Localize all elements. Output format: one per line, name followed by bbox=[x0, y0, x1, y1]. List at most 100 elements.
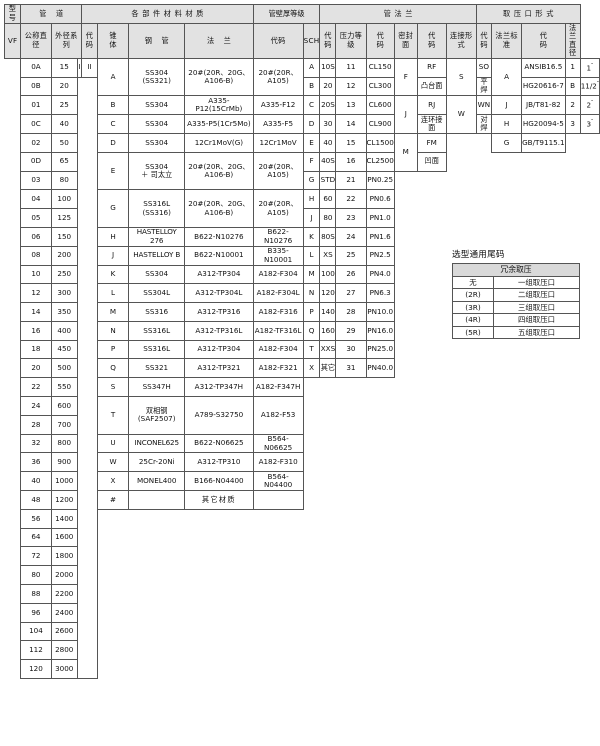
legend-desc: 二组取压口 bbox=[493, 288, 580, 302]
pipe-code: 96 bbox=[20, 602, 52, 623]
sealing-face-empty bbox=[417, 397, 446, 416]
pipe-nominal-diameter: 2200 bbox=[50, 584, 78, 604]
wall-sch-empty bbox=[320, 603, 336, 622]
flange-dia-size-empty bbox=[580, 491, 599, 510]
sealing-face-value: FM bbox=[416, 132, 447, 153]
pressure-class-value: CL1500 bbox=[365, 132, 395, 153]
material-steel-pipe: A312-TP347H bbox=[184, 377, 254, 398]
connection-code-empty bbox=[446, 434, 476, 453]
material-steel-pipe: A312-TP321 bbox=[184, 358, 254, 379]
pressure-class-value: PN1.6 bbox=[365, 226, 395, 247]
pipe-nominal-diameter: 40 bbox=[50, 114, 78, 134]
wall-class-code: A bbox=[302, 57, 321, 78]
material-cone: SS316L (SS316) bbox=[128, 189, 186, 228]
material-flange: A335-F5 bbox=[252, 114, 304, 134]
table-row: 22 550 S SS347H A312-TP347H A182-F347H bbox=[5, 377, 600, 398]
flange-dia-code-empty bbox=[565, 660, 580, 679]
material-steel-pipe: 20#(20R、20G、 A106-B) bbox=[184, 151, 254, 191]
header-sealing-code: 代码 bbox=[365, 22, 395, 59]
pressure-class-value: PN0.6 bbox=[365, 189, 395, 210]
connection-code-empty bbox=[446, 152, 476, 171]
wall-code-empty bbox=[303, 622, 320, 641]
pressure-code-empty bbox=[336, 641, 366, 660]
pressure-code-empty bbox=[336, 528, 366, 547]
pipe-code: 0A bbox=[20, 57, 52, 78]
pressure-class-value: CL300 bbox=[365, 76, 395, 97]
material-flange-empty bbox=[253, 641, 303, 660]
table-row: 36 900 W 25Cr-20Ni A312-TP310 A182-F310 bbox=[5, 452, 600, 473]
material-steel-pipe: A312-TP304 bbox=[184, 339, 254, 360]
table-row: 32 800 U INCONEL625 B622-N06625 B564-N06625 bbox=[5, 433, 600, 454]
pipe-nominal-diameter: 700 bbox=[50, 414, 78, 435]
material-code-empty bbox=[97, 641, 128, 660]
material-cone: SS304 bbox=[128, 95, 186, 116]
pipe-nominal-diameter: 1000 bbox=[50, 471, 78, 492]
pipe-nominal-diameter: 2400 bbox=[50, 602, 78, 623]
pressure-code: 30 bbox=[335, 339, 367, 360]
material-cone bbox=[128, 490, 186, 510]
sealing-face-empty bbox=[417, 303, 446, 322]
connection-type-empty bbox=[476, 453, 491, 472]
header-pipe: 管 道 bbox=[20, 4, 83, 24]
material-flange: A182-F316 bbox=[252, 302, 304, 322]
wall-sch-empty bbox=[320, 472, 336, 491]
material-code: M bbox=[96, 302, 130, 322]
tap-code-empty bbox=[492, 472, 522, 491]
pipe-nominal-diameter: 1800 bbox=[50, 546, 78, 567]
flange-standard-empty bbox=[522, 622, 565, 641]
connection-code-empty bbox=[446, 547, 476, 566]
pressure-code: 24 bbox=[335, 226, 367, 247]
material-flange: A182-F304L bbox=[252, 283, 304, 304]
sealing-code-empty bbox=[394, 585, 417, 604]
material-pipe-empty bbox=[185, 660, 253, 679]
wall-class-code: K bbox=[302, 226, 321, 247]
od-series-area bbox=[76, 76, 98, 680]
pressure-code-empty bbox=[336, 378, 366, 397]
sealing-face-empty bbox=[417, 641, 446, 660]
pipe-code: 40 bbox=[20, 471, 52, 492]
wall-class-sch: 80S bbox=[319, 226, 337, 247]
material-code: G bbox=[96, 189, 130, 228]
connection-type-value: WN bbox=[475, 95, 493, 116]
header-flange-material: 法 兰 bbox=[184, 22, 254, 59]
table-row: 03 80 G STD 21 PN0.25 bbox=[5, 170, 600, 191]
pressure-code-empty bbox=[336, 509, 366, 528]
tap-code: J bbox=[491, 95, 523, 116]
pressure-class-value: PN40.0 bbox=[365, 358, 395, 379]
sealing-code-empty bbox=[394, 284, 417, 303]
pressure-value-empty bbox=[366, 603, 394, 622]
sealing-face-empty bbox=[417, 359, 446, 378]
pipe-nominal-diameter: 500 bbox=[50, 358, 78, 379]
connection-type-value: 对焊 bbox=[475, 114, 493, 134]
sealing-face-empty bbox=[417, 528, 446, 547]
flange-dia-code-empty bbox=[565, 227, 580, 246]
tap-code-empty bbox=[492, 660, 522, 679]
pressure-class-value: PN6.3 bbox=[365, 283, 395, 304]
material-flange: B335-N10001 bbox=[252, 245, 304, 266]
pressure-code: 28 bbox=[335, 302, 367, 322]
pipe-nominal-diameter: 25 bbox=[50, 95, 78, 116]
wall-code-empty bbox=[303, 491, 320, 510]
header-flange-diameter: 法兰 直径 bbox=[564, 22, 581, 59]
pressure-class-value: PN4.0 bbox=[365, 264, 395, 285]
pressure-class-value: CL900 bbox=[365, 114, 395, 134]
material-steel-pipe: A312-TP304 bbox=[184, 264, 254, 285]
connection-code-empty bbox=[446, 641, 476, 660]
wall-sch-empty bbox=[320, 453, 336, 472]
pressure-code: 12 bbox=[335, 76, 367, 97]
sealing-code-empty bbox=[394, 190, 417, 209]
header-sch: SCH bbox=[302, 22, 321, 59]
pressure-value-empty bbox=[366, 509, 394, 528]
flange-standard-empty bbox=[522, 227, 565, 246]
wall-class-sch: XS bbox=[319, 245, 337, 266]
sealing-face-empty bbox=[417, 603, 446, 622]
connection-type-empty bbox=[476, 227, 491, 246]
wall-sch-empty bbox=[320, 378, 336, 397]
pressure-code-empty bbox=[336, 472, 366, 491]
flange-dia-code: 2 bbox=[564, 95, 581, 116]
pipe-code: 22 bbox=[20, 377, 52, 398]
flange-dia-size-empty bbox=[580, 603, 599, 622]
wall-class-sch: 40S bbox=[319, 151, 337, 172]
sealing-face-empty bbox=[417, 622, 446, 641]
flange-standard-empty bbox=[522, 434, 565, 453]
